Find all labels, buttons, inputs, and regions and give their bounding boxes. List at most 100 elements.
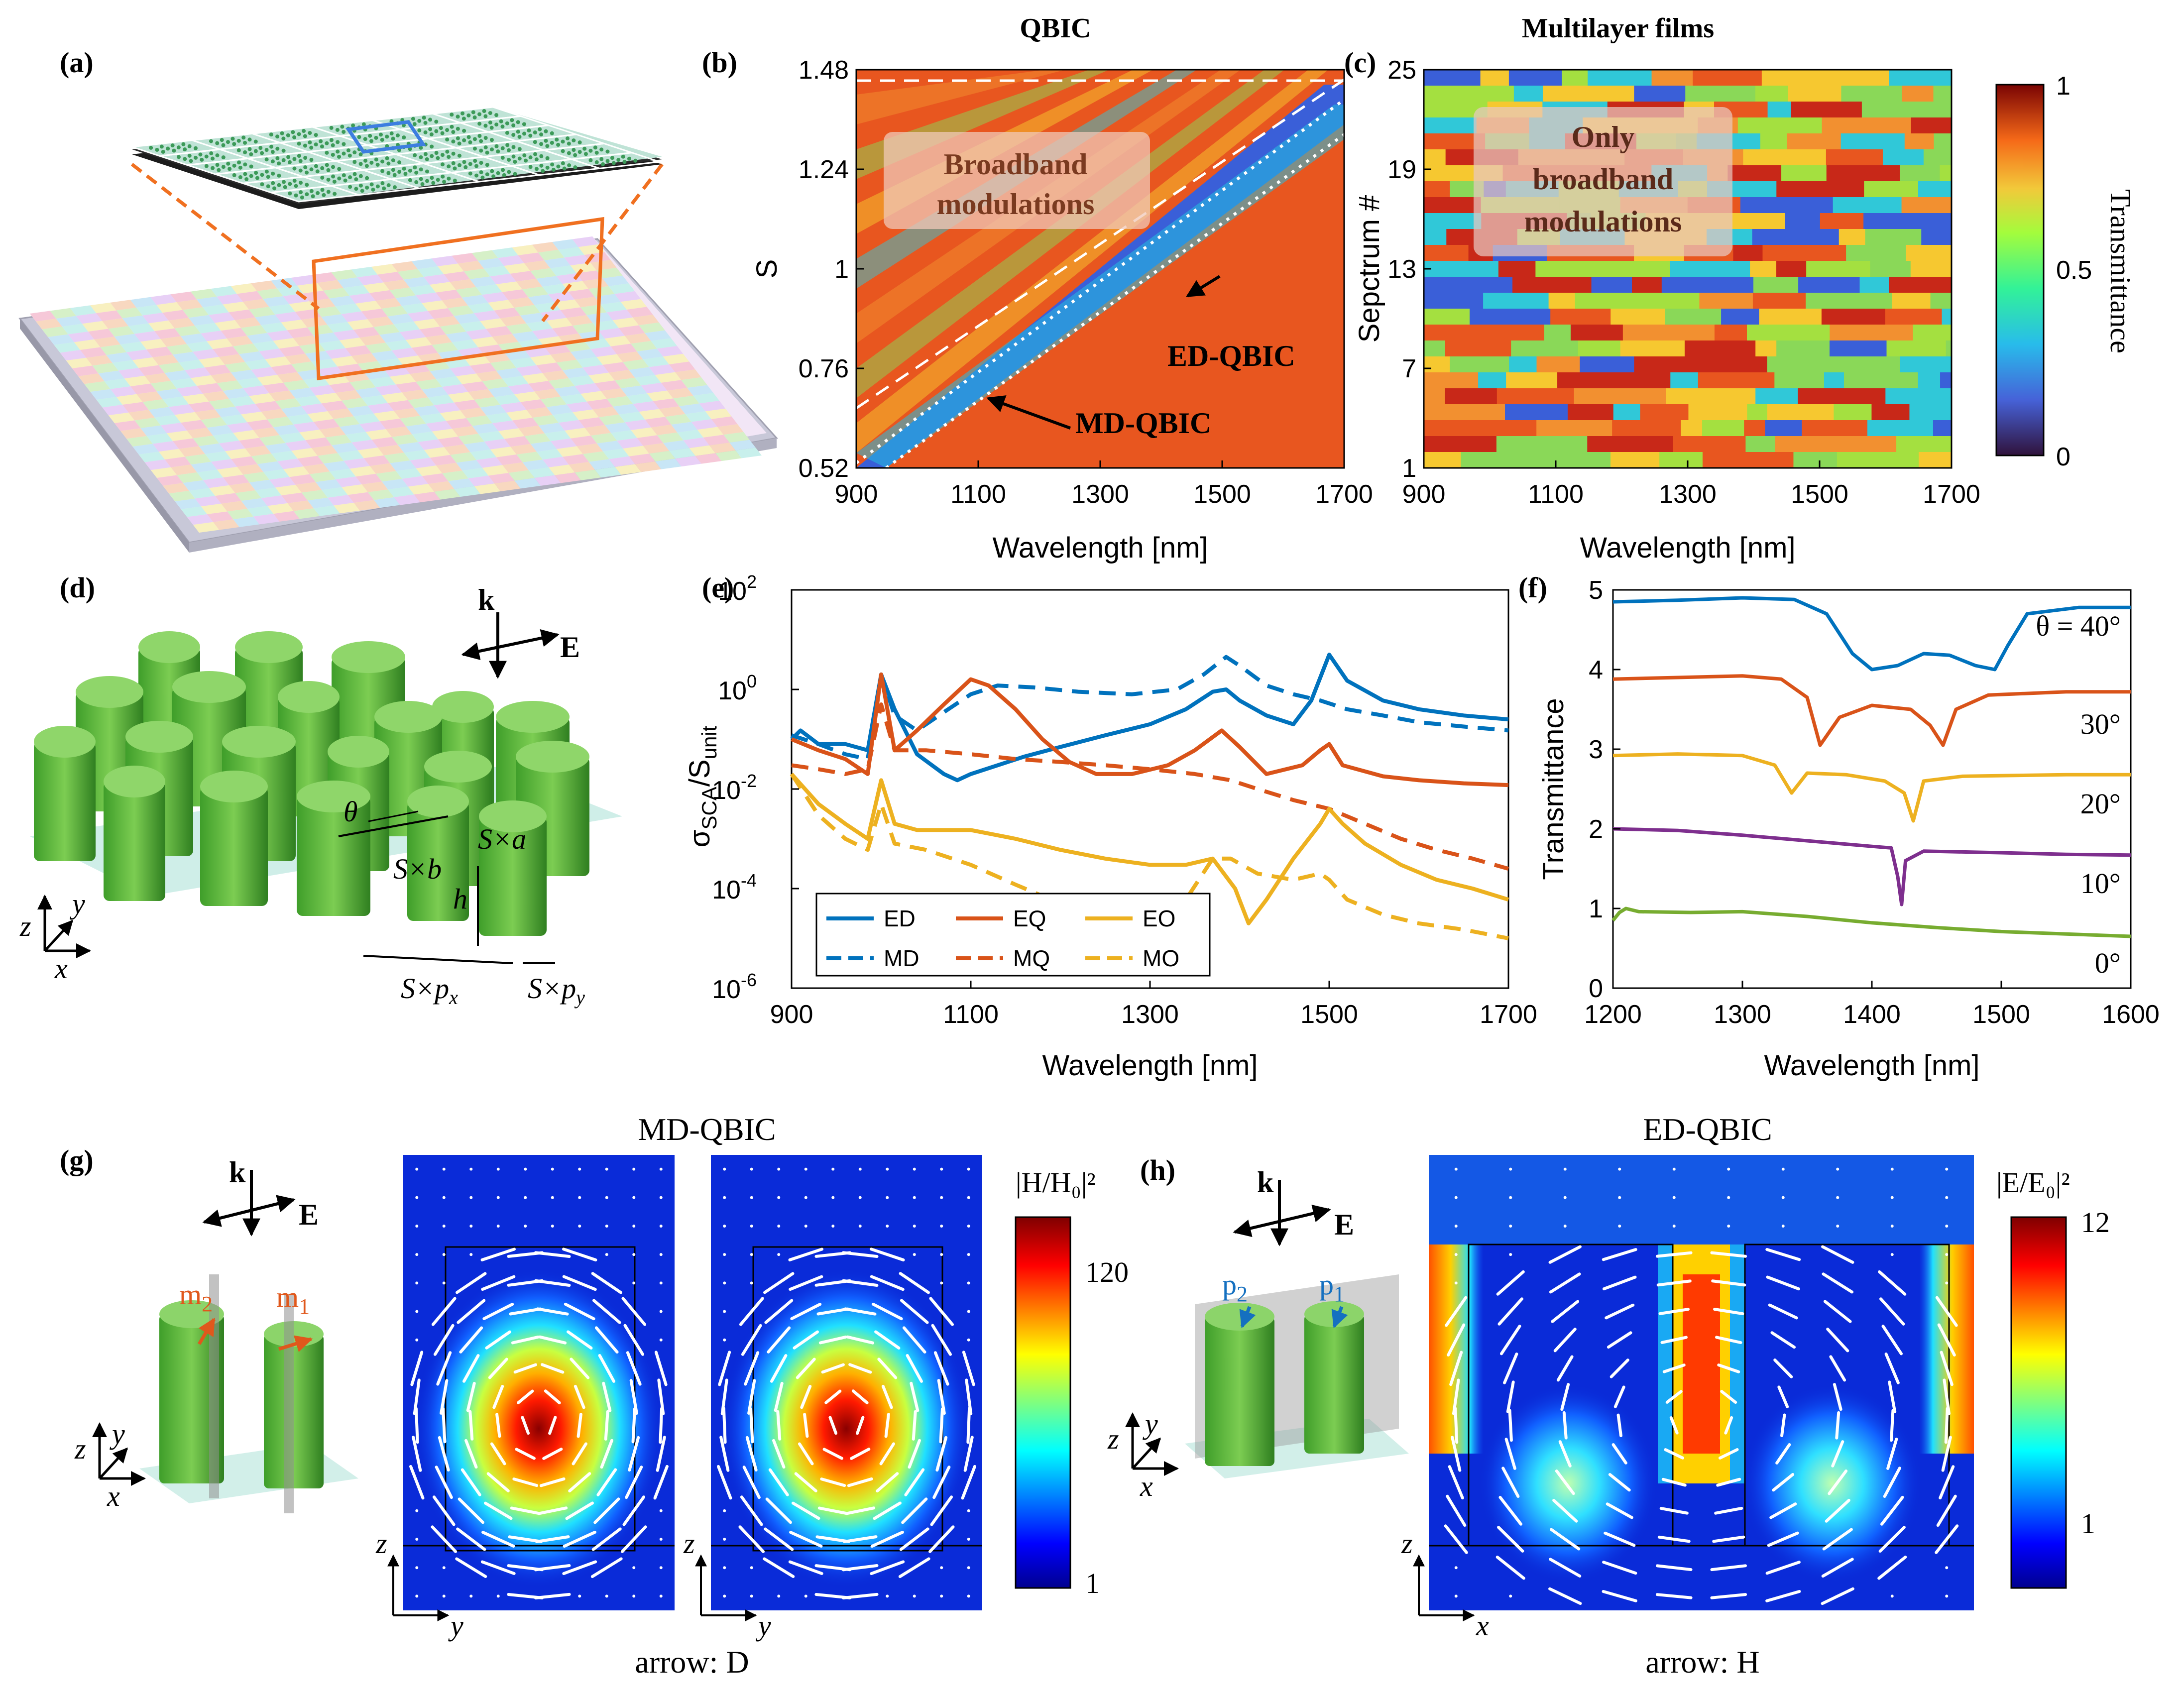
f-series [1612, 674, 2131, 747]
field-dot [659, 1594, 663, 1598]
field-arrow [626, 1351, 642, 1386]
field-arrow [1606, 1502, 1633, 1519]
field-dot [524, 1167, 527, 1171]
field-arrow [1506, 1380, 1515, 1413]
field-dot [858, 1224, 862, 1228]
d-cylinder-top [374, 701, 442, 733]
field-dot [886, 1196, 889, 1199]
field-arrow [1944, 1407, 1949, 1444]
field-arrow [870, 1530, 904, 1548]
field-arrow [562, 1275, 597, 1291]
field-arrow [740, 1495, 763, 1526]
field-arrow [563, 1530, 596, 1548]
field-dot [1945, 1253, 1949, 1256]
field-arrow [562, 1247, 597, 1262]
c-xlabel: Wavelength [nm] [1580, 532, 1795, 564]
field-arrow [1448, 1465, 1464, 1500]
e-ytick-label: 10-6 [712, 970, 757, 1004]
d-Sa-label: S×a [478, 823, 526, 855]
field-dot [1509, 1594, 1512, 1598]
field-dot [415, 1196, 419, 1199]
field-arrow [876, 1472, 899, 1493]
field-arrow [1662, 1363, 1686, 1373]
field-arrow [1602, 1275, 1637, 1291]
md-field-map-left [403, 1155, 675, 1610]
f-ytick-label: 5 [1589, 576, 1603, 605]
field-arrow [653, 1465, 669, 1500]
c-cell [1840, 133, 1905, 150]
field-arrow [1829, 1355, 1846, 1382]
field-arrow [591, 1272, 622, 1294]
field-arrow [850, 1448, 871, 1460]
c-cell [1610, 452, 1660, 468]
field-arrow [1713, 1308, 1744, 1316]
field-dot [750, 1253, 753, 1256]
c-cell [1826, 165, 1901, 182]
c-cell [1906, 420, 1934, 437]
field-arrow [1602, 1248, 1637, 1261]
field-arrow [928, 1525, 955, 1553]
field-arrow [747, 1379, 756, 1415]
field-arrow [962, 1351, 975, 1386]
c-cell [1588, 70, 1652, 86]
field-arrow [901, 1497, 928, 1524]
field-arrow [770, 1354, 788, 1383]
field-arrow [460, 1468, 481, 1496]
panel-a-schematic [18, 106, 778, 553]
field-arrow [1879, 1297, 1905, 1326]
b-ytick-label: 0.76 [799, 354, 849, 383]
d-z-label: z [19, 910, 31, 942]
g-z-label: z [74, 1433, 86, 1465]
panel-h-schematic: k E p2 p1 z y x [1107, 1166, 1409, 1502]
c-cell [1693, 70, 1762, 86]
c-cell [1940, 165, 1952, 182]
c-cell [1424, 293, 1484, 309]
field-arrow [930, 1495, 953, 1526]
c-cell [1702, 420, 1745, 437]
field-arrow [1939, 1465, 1955, 1500]
field-dot [777, 1224, 781, 1228]
field-arrow [899, 1272, 930, 1294]
panel-label-f: (f) [1518, 571, 1547, 604]
field-arrow [412, 1436, 422, 1472]
c-cell [1666, 388, 1756, 405]
c-cell [1702, 452, 1794, 468]
c-cell [1919, 452, 1952, 468]
field-dot [659, 1566, 663, 1570]
c-cell [1767, 102, 1792, 118]
field-dot [913, 1196, 916, 1199]
field-arrow [468, 1410, 474, 1441]
field-arrow [1553, 1328, 1577, 1353]
c-cell [1665, 309, 1722, 325]
field-arrow [788, 1247, 824, 1261]
d-cylinder-body [200, 787, 268, 906]
c-cell [1793, 452, 1838, 468]
field-dot [415, 1538, 419, 1541]
field-arrow [881, 1384, 893, 1409]
c-cell [1670, 372, 1699, 389]
field-arrow [870, 1275, 905, 1291]
f-ytick-label: 1 [1589, 895, 1603, 923]
c-cell [1535, 261, 1622, 277]
f-series [1612, 752, 2131, 823]
field-arrow [1445, 1296, 1468, 1327]
c-cell [1424, 388, 1446, 405]
field-arrow [842, 1564, 879, 1572]
c-cell [1755, 86, 1789, 102]
c-cell [1610, 309, 1666, 325]
field-arrow [742, 1466, 761, 1499]
field-arrow [598, 1354, 615, 1383]
b-ed-band-edge [856, 105, 1344, 468]
field-dot [967, 1196, 970, 1199]
field-arrow [456, 1272, 487, 1294]
field-arrow [873, 1501, 902, 1520]
e-xtick-label: 1300 [1121, 1000, 1179, 1029]
field-arrow [793, 1330, 819, 1350]
panel-label-a: (a) [60, 46, 94, 79]
c-cell [1512, 277, 1592, 293]
field-arrow [1877, 1555, 1907, 1580]
c-cell [1587, 436, 1674, 453]
field-dot [659, 1253, 663, 1256]
field-arrow [620, 1525, 647, 1553]
c-xtick-label: 1700 [1923, 480, 1980, 509]
